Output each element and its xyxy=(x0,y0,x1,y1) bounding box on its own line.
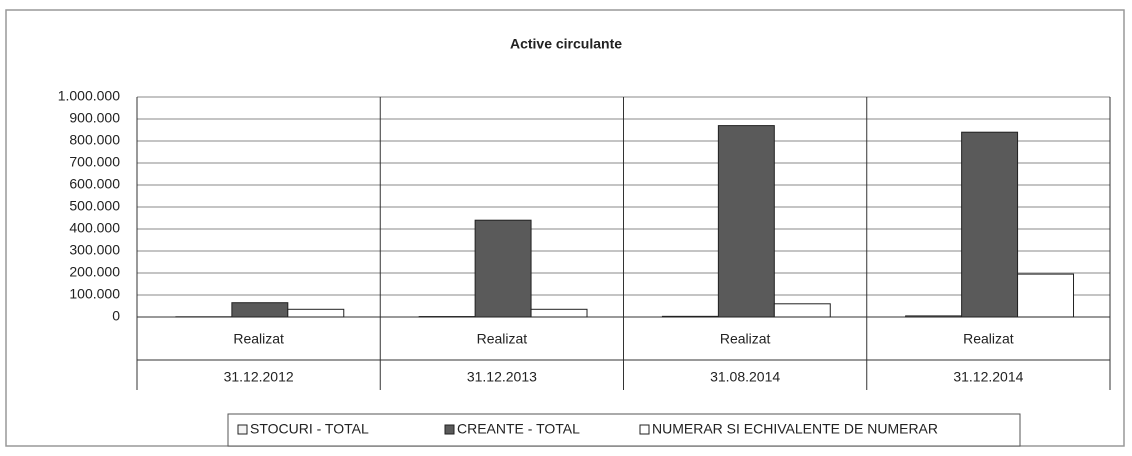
legend-label: CREANTE - TOTAL xyxy=(457,421,580,437)
bar xyxy=(288,309,344,317)
x-tick-label: Realizat xyxy=(963,331,1014,347)
legend-swatch xyxy=(445,425,454,434)
y-tick-label: 600.000 xyxy=(69,176,120,192)
legend-label: NUMERAR SI ECHIVALENTE DE NUMERAR xyxy=(652,421,938,437)
x-tick-label: Realizat xyxy=(233,331,284,347)
x-tick-label: 31.12.2013 xyxy=(467,369,537,385)
bar xyxy=(232,303,288,317)
bar xyxy=(718,126,774,317)
y-tick-label: 300.000 xyxy=(69,242,120,258)
bar xyxy=(1018,274,1074,317)
legend-label: STOCURI - TOTAL xyxy=(250,421,369,437)
bar xyxy=(531,309,587,317)
y-tick-label: 400.000 xyxy=(69,220,120,236)
x-tick-label: 31.12.2012 xyxy=(224,369,294,385)
y-tick-label: 500.000 xyxy=(69,198,120,214)
bar xyxy=(906,316,962,317)
y-tick-label: 1.000.000 xyxy=(58,88,120,104)
x-tick-label: 31.08.2014 xyxy=(710,369,780,385)
bar xyxy=(662,316,718,317)
y-tick-label: 0 xyxy=(112,308,120,324)
x-tick-label: 31.12.2014 xyxy=(953,369,1023,385)
bar xyxy=(475,220,531,317)
y-tick-label: 100.000 xyxy=(69,286,120,302)
y-tick-label: 900.000 xyxy=(69,110,120,126)
bar xyxy=(962,132,1018,317)
bar xyxy=(774,304,830,317)
legend-swatch xyxy=(238,425,247,434)
y-tick-label: 200.000 xyxy=(69,264,120,280)
chart-title: Active circulante xyxy=(510,36,622,52)
legend-swatch xyxy=(640,425,649,434)
y-tick-label: 700.000 xyxy=(69,154,120,170)
y-tick-label: 800.000 xyxy=(69,132,120,148)
x-tick-label: Realizat xyxy=(720,331,771,347)
x-tick-label: Realizat xyxy=(477,331,528,347)
